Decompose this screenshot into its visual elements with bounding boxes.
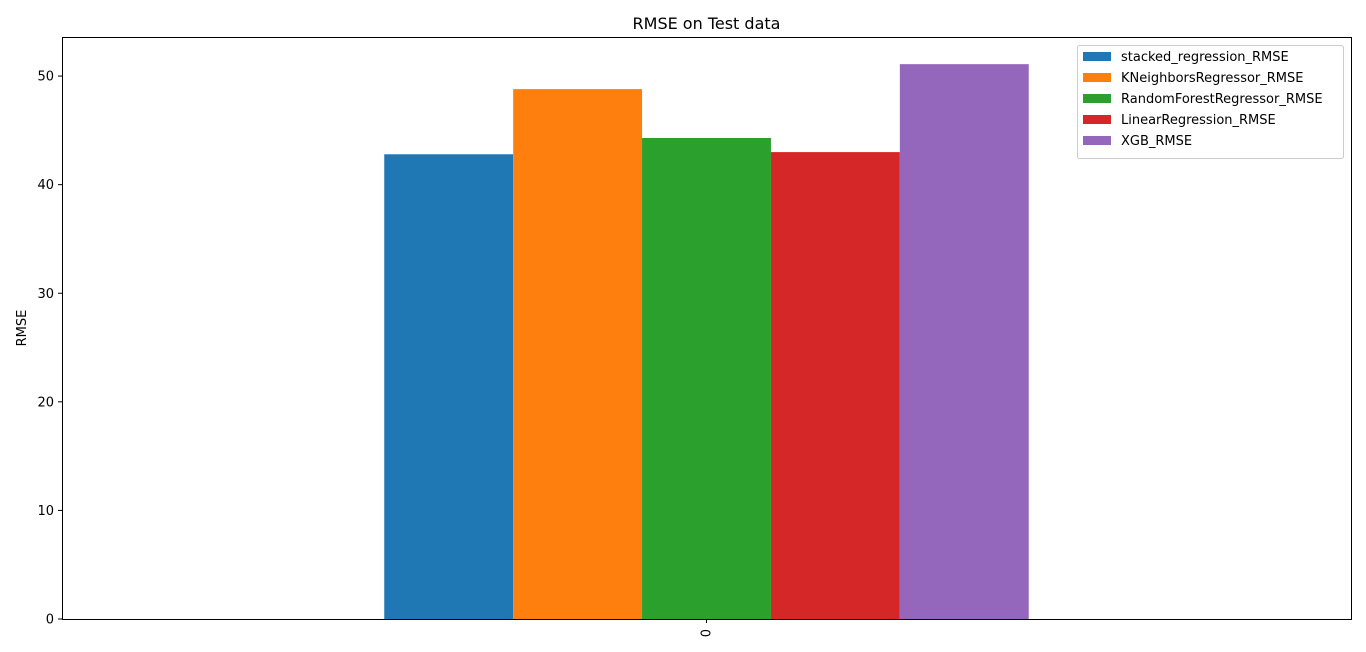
legend-label: stacked_regression_RMSE [1121,50,1289,65]
legend: stacked_regression_RMSE KNeighborsRegress… [1077,45,1344,159]
y-axis-ticks: 0 10 20 30 40 50 [37,70,62,628]
bar-xgb-rmse [899,64,1029,620]
chart-title: RMSE on Test data [633,14,781,33]
y-tick-label: 40 [37,178,54,193]
plot-area-frame [62,37,1352,620]
bars-layer [384,64,1029,620]
legend-label: XGB_RMSE [1121,134,1192,149]
y-tick-label: 50 [37,70,54,85]
legend-box [1077,45,1344,159]
legend-swatch [1083,136,1111,145]
legend-label: KNeighborsRegressor_RMSE [1121,71,1304,86]
y-tick-label: 10 [37,504,54,519]
legend-swatch [1083,115,1111,124]
bar-randomforestregressor-rmse [642,137,771,620]
x-axis-ticks: 0 [700,619,715,637]
bar-stacked-regression-rmse [384,154,514,619]
y-tick-label: 0 [46,613,54,628]
y-tick-label: 20 [37,395,54,410]
legend-swatch [1083,94,1111,103]
legend-swatch [1083,52,1111,61]
legend-swatch [1083,73,1111,82]
y-axis-label: RMSE [15,310,30,347]
legend-label: LinearRegression_RMSE [1121,113,1276,128]
x-tick-label: 0 [700,629,715,637]
bar-kneighborsregressor-rmse [513,89,643,620]
y-tick-label: 30 [37,287,54,302]
bar-linearregression-rmse [770,152,900,619]
legend-label: RandomForestRegressor_RMSE [1121,92,1323,107]
